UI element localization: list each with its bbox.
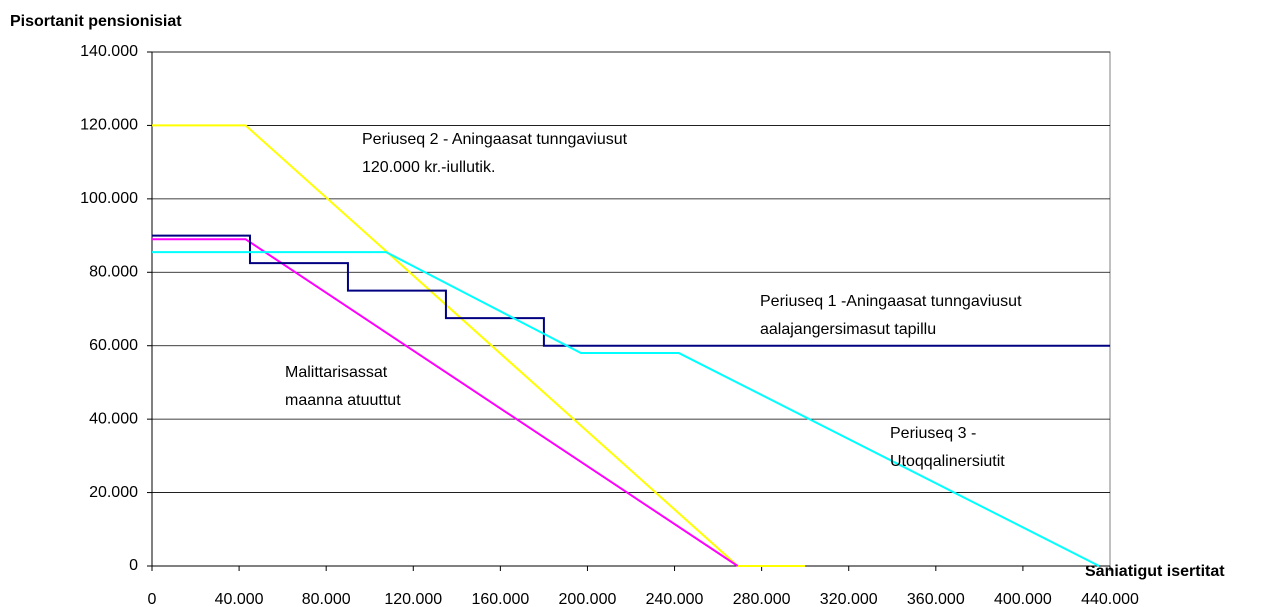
series-line (152, 234, 1110, 347)
y-tick-label: 100.000 (80, 190, 138, 207)
x-tick-label: 200.000 (559, 591, 617, 607)
annotation: Periuseq 2 - Aningaasat tunngaviusut (362, 131, 628, 148)
annotation: Periuseq 3 - (890, 425, 976, 442)
annotation: Periuseq 1 -Aningaasat tunngaviusut (760, 293, 1022, 310)
annotation: 120.000 kr.-iullutik. (362, 159, 495, 176)
x-tick-label: 360.000 (907, 591, 965, 607)
x-tick-label: 40.000 (215, 591, 264, 607)
x-tick-label: 400.000 (994, 591, 1052, 607)
series-line (152, 251, 1100, 567)
y-axis-label: Pisortanit pensionisiat (10, 13, 182, 30)
x-tick-label: 440.000 (1081, 591, 1139, 607)
x-tick-label: 120.000 (384, 591, 442, 607)
x-axis-label: Saniatigut isertitat (1085, 563, 1225, 580)
x-tick-label: 160.000 (471, 591, 529, 607)
y-tick-label: 0 (129, 557, 138, 574)
y-tick-label: 60.000 (89, 337, 138, 354)
annotation: maanna atuuttut (285, 392, 401, 409)
x-tick-label: 240.000 (646, 591, 704, 607)
series-line (152, 124, 806, 567)
plot-area (151, 51, 1111, 567)
series-line (152, 238, 739, 567)
annotation: Utoqqalinersiutit (890, 453, 1005, 470)
y-tick-label: 40.000 (89, 410, 138, 427)
y-tick-label: 20.000 (89, 484, 138, 501)
x-tick-label: 80.000 (302, 591, 351, 607)
annotation: Malittarisassat (285, 364, 388, 381)
y-tick-label: 80.000 (89, 264, 138, 281)
x-tick-label: 0 (148, 591, 157, 607)
x-tick-label: 280.000 (733, 591, 791, 607)
y-tick-label: 140.000 (80, 43, 138, 60)
annotation: aalajangersimasut tapillu (760, 321, 936, 338)
x-tick-label: 320.000 (820, 591, 878, 607)
y-tick-label: 120.000 (80, 117, 138, 134)
